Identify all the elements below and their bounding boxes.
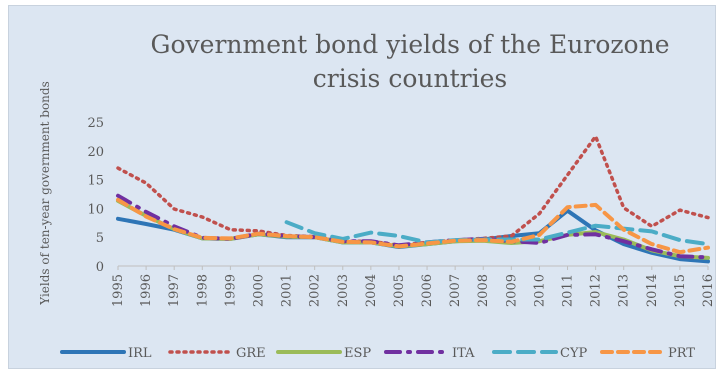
y-tick-label: 25: [87, 116, 104, 131]
x-tick-label: 2014: [645, 274, 660, 307]
x-tick-label: 2009: [504, 274, 519, 307]
x-tick-label: 2012: [589, 274, 604, 307]
x-tick-label: 1996: [139, 274, 154, 307]
x-tick-label: 2001: [280, 274, 295, 307]
x-tick-label: 1998: [195, 274, 210, 307]
axes: 0 5 10 15 20 25 1995 1996 1997 1998 1999 2000 2001 20…: [87, 116, 716, 307]
x-tick-label: 2000: [251, 274, 266, 307]
legend-label-esp: ESP: [344, 346, 371, 361]
x-tick-label: 1997: [167, 274, 182, 307]
chart-title: Government bond yields of the Eurozone c…: [70, 28, 727, 96]
x-tick-label: 2004: [364, 274, 379, 307]
chart-title-line-1: Government bond yields of the Eurozone: [150, 30, 670, 59]
legend-label-cyp: CYP: [560, 346, 588, 361]
x-tick-label: 1995: [111, 274, 126, 307]
chart-frame: [8, 5, 716, 369]
y-tick-label: 5: [96, 231, 104, 246]
x-tick-label: 2008: [476, 274, 491, 307]
x-tick-label: 2016: [701, 274, 716, 307]
plot-area: [116, 134, 710, 264]
y-tick-label: 15: [87, 174, 104, 189]
x-tick-label: 2003: [336, 274, 351, 307]
x-tick-label: 2002: [308, 274, 323, 307]
legend-label-ita: ITA: [452, 346, 475, 361]
x-tick-label: 2013: [617, 274, 632, 307]
chart-title-line-2: crisis countries: [312, 64, 508, 93]
y-tick-label: 0: [96, 260, 104, 275]
legend: IRL GRE ESP ITA CYP PRT: [60, 346, 695, 361]
legend-label-prt: PRT: [668, 346, 695, 361]
y-axis-label: Yields of ten-year government bonds: [38, 81, 52, 306]
y-tick-label: 10: [87, 202, 104, 217]
legend-label-gre: GRE: [236, 346, 266, 361]
x-tick-label: 2007: [448, 274, 463, 307]
y-tick-label: 20: [87, 145, 104, 160]
x-tick-label: 2010: [532, 274, 547, 307]
series-line-prt: [116, 197, 710, 255]
x-tick-label: 2011: [561, 274, 576, 307]
x-tick-label: 2005: [392, 274, 407, 307]
x-tick-label: 2015: [673, 274, 688, 307]
x-tick-label: 2006: [420, 274, 435, 307]
x-tick-label: 1999: [223, 274, 238, 307]
legend-label-irl: IRL: [128, 346, 152, 361]
